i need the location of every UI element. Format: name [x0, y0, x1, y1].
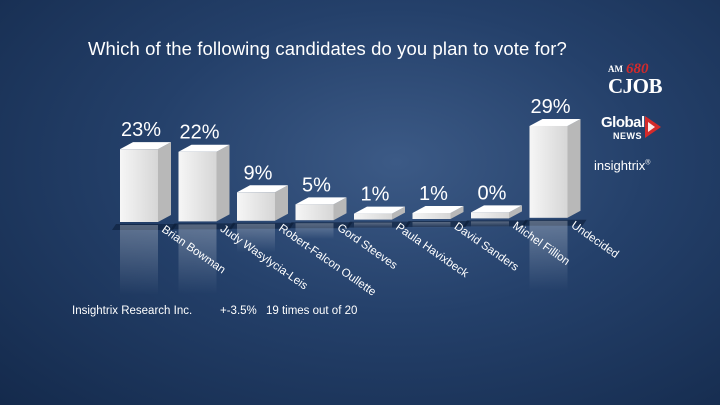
bar — [529, 125, 568, 218]
global-news-logo: Global NEWS — [601, 112, 661, 142]
bar-top — [412, 206, 464, 213]
insightrix-word: insightrix — [594, 158, 646, 173]
footer-margin-of-error: +-3.5% 19 times out of 20 — [220, 305, 363, 317]
global-word: Global — [601, 114, 645, 131]
cjob-logo: AM 680 CJOB — [606, 61, 663, 102]
cjob-frequency: 680 — [626, 61, 649, 77]
bar-value-label: 1% — [361, 184, 390, 206]
bar-value-label: 9% — [244, 162, 273, 184]
bar-top — [120, 142, 171, 150]
bar-side — [567, 118, 581, 218]
insightrix-logo: insightrix® — [594, 158, 650, 173]
bar-value-label: 1% — [419, 183, 448, 205]
bar-side — [509, 205, 522, 219]
global-news-word: NEWS — [613, 131, 642, 141]
bar-value-label: 0% — [478, 182, 507, 204]
bar-top — [295, 197, 347, 205]
bar-side — [333, 197, 347, 221]
bar-top — [529, 118, 581, 126]
bar-side — [450, 206, 464, 219]
category-label: Undecided — [569, 219, 621, 260]
bar — [471, 212, 509, 219]
confidence-text: 19 times out of 20 — [265, 305, 358, 317]
bar — [237, 192, 275, 221]
bar-value-label: 22% — [179, 122, 219, 144]
footer-source: Insightrix Research Inc. — [72, 305, 193, 317]
bar-side — [275, 185, 288, 221]
bar-top — [471, 205, 522, 213]
bar — [120, 149, 158, 222]
bar — [354, 213, 392, 220]
bar-reflection — [178, 224, 217, 295]
bar-reflection — [529, 220, 568, 291]
bar-side — [216, 144, 230, 222]
bar-reflection — [412, 222, 451, 228]
bar-top — [354, 206, 405, 214]
bar-side — [158, 142, 171, 222]
cjob-am-text: AM — [608, 64, 623, 74]
global-g-icon — [645, 116, 661, 138]
bar-reflection — [354, 222, 392, 229]
bar-group: 1%Paula Havixbeck — [346, 184, 471, 280]
bar-value-label: 29% — [530, 96, 570, 118]
bar-reflection — [471, 221, 509, 228]
bar-top — [237, 185, 288, 193]
margin-of-error-value: +-3.5% — [220, 305, 257, 317]
bar-side — [392, 206, 405, 220]
bar-reflection — [120, 225, 158, 295]
insightrix-registered-mark: ® — [645, 159, 651, 167]
bar — [178, 151, 217, 222]
bar-reflection — [237, 223, 275, 253]
cjob-name: CJOB — [608, 74, 663, 98]
bar-value-label: 23% — [121, 119, 161, 141]
bar — [412, 213, 451, 219]
bar-value-label: 5% — [302, 174, 331, 196]
chart-title: Which of the following candidates do you… — [88, 38, 567, 59]
bar — [295, 204, 334, 221]
bar-reflection — [295, 223, 334, 240]
bar-top — [178, 144, 230, 152]
